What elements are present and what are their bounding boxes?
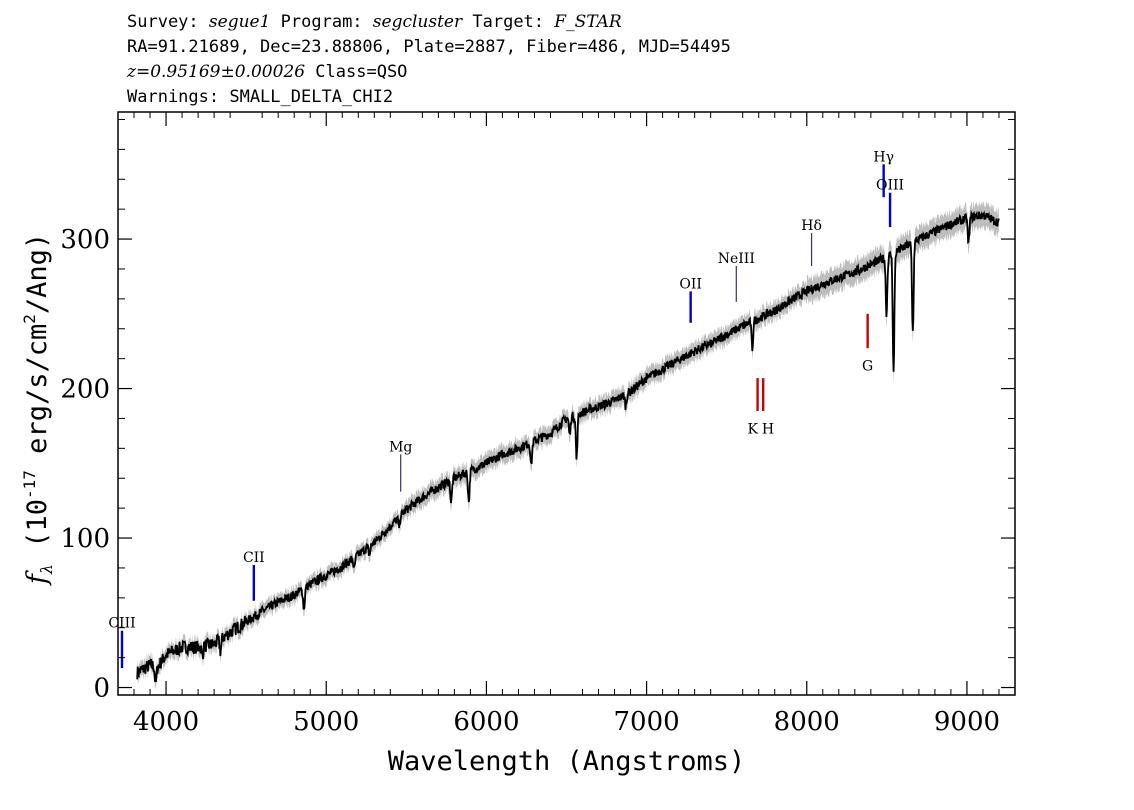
x-tick-label: 4000 xyxy=(133,707,199,737)
y-axis-title-exp: -17 xyxy=(20,470,39,499)
line-marker-label: K xyxy=(748,421,759,437)
target-label: Target: xyxy=(472,12,545,32)
y-axis-title: fλ (10-17 erg/s/cm2/Ang) xyxy=(20,233,56,586)
y-tick-label: 300 xyxy=(60,225,110,255)
target-value: F_STAR xyxy=(554,12,622,32)
line-marker-label: Hδ xyxy=(801,218,822,234)
line-marker-label: OIII xyxy=(876,178,904,194)
redshift-value: z=0.95169±0.00026 xyxy=(127,62,306,82)
y-axis-title-lambda: λ xyxy=(37,564,56,575)
line-marker-label: OII xyxy=(679,276,702,292)
header-line-4: Warnings: SMALL_DELTA_CHI2 xyxy=(127,87,394,107)
survey-value: segue1 xyxy=(208,12,271,32)
y-tick-label: 200 xyxy=(60,375,110,405)
line-marker-label: CIII xyxy=(108,616,135,632)
line-marker-label: NeIII xyxy=(718,251,755,267)
line-marker-label: G xyxy=(862,359,873,375)
x-tick-label: 6000 xyxy=(453,707,519,737)
line-marker-layer: CIII CII Mg OII NeIII Hδ Hγ OIII K H G xyxy=(108,149,904,669)
y-axis-title-exp2: 2 xyxy=(20,314,39,324)
x-axis-title: Wavelength (Angstroms) xyxy=(388,746,746,777)
y-axis-title-part2: erg/s/cm xyxy=(22,324,53,470)
error-band xyxy=(137,199,999,690)
x-tick-label: 5000 xyxy=(293,707,359,737)
header-line-1: Survey: segue1 Program: segcluster Targe… xyxy=(127,12,622,32)
program-label: Program: xyxy=(280,12,363,32)
line-marker-label: Mg xyxy=(389,439,412,455)
y-tick-label: 0 xyxy=(93,674,110,704)
header-line-2: RA=91.21689, Dec=23.88806, Plate=2887, F… xyxy=(127,37,731,57)
y-tick-label: 100 xyxy=(60,524,110,554)
class-value: Class=QSO xyxy=(315,62,408,82)
x-tick-label: 7000 xyxy=(614,707,680,737)
line-marker-label: H xyxy=(762,421,774,437)
x-tick-label: 8000 xyxy=(774,707,840,737)
y-axis-title-part3: /Ang) xyxy=(22,233,53,314)
program-value: segcluster xyxy=(372,12,463,32)
survey-label: Survey: xyxy=(127,12,199,32)
tick-layer: 4000 5000 6000 7000 8000 9000 0 100 200 300 xyxy=(60,112,1016,737)
flux-line xyxy=(136,209,1000,683)
plot-frame xyxy=(117,111,1016,696)
y-axis-title-part1: (10 xyxy=(22,499,53,564)
line-marker-label: CII xyxy=(243,550,265,566)
error-band-layer xyxy=(137,199,999,690)
line-marker-label: Hγ xyxy=(873,149,894,165)
flux-layer xyxy=(136,209,1000,683)
x-tick-label: 9000 xyxy=(934,707,1000,737)
header-line-3: z=0.95169±0.00026 Class=QSO xyxy=(127,62,407,82)
